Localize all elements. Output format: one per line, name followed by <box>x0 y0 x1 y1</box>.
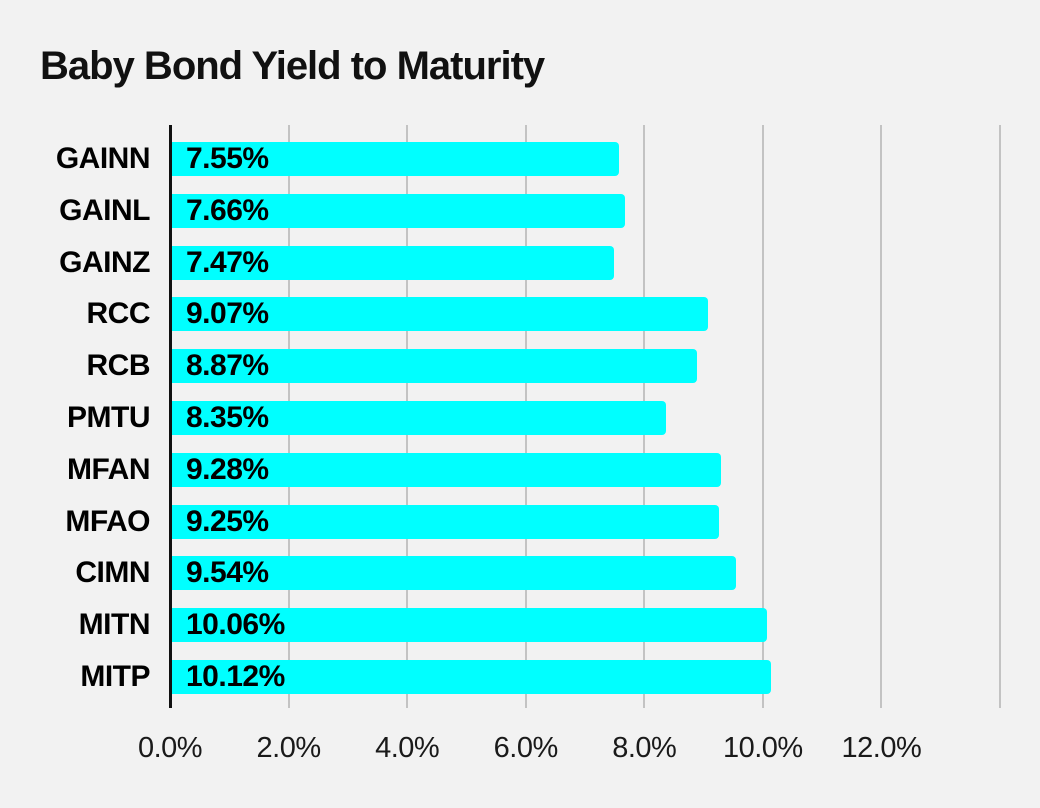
bar-value-label: 9.28% <box>186 452 269 486</box>
category-label: RCC <box>86 297 151 331</box>
bar-value-label: 9.54% <box>186 556 269 590</box>
plot-area: GAINN 7.55% GAINL 7.66% GAINZ 7.47% RCC 9.07% RC… <box>56 125 1001 764</box>
bar: 10.12% <box>172 660 771 695</box>
x-tick-label: 0.0% <box>137 732 203 764</box>
bar-row: RCB 8.87% <box>87 340 1000 392</box>
bar-row: GAINL 7.66% <box>59 185 1000 237</box>
bar-value-label: 7.47% <box>186 245 269 279</box>
bar-row: CIMN 9.54% <box>75 548 1000 600</box>
bar: 9.54% <box>172 556 737 591</box>
gridline <box>880 125 883 708</box>
category-label: MITN <box>78 608 151 642</box>
gridline <box>761 125 764 708</box>
bar-row: MITN 10.06% <box>79 599 1000 651</box>
bar-value-label: 7.66% <box>186 193 269 227</box>
x-tick-label: 12.0% <box>841 732 922 764</box>
bar: 10.06% <box>172 608 767 643</box>
bar-value-label: 10.06% <box>186 608 285 642</box>
bar: 9.28% <box>172 452 721 487</box>
bar: 9.07% <box>172 297 709 332</box>
gridline <box>999 125 1001 708</box>
category-label: CIMN <box>75 556 150 590</box>
bar-row: RCC 9.07% <box>87 288 1000 340</box>
y-axis-line <box>169 125 172 708</box>
bar: 7.47% <box>172 245 614 280</box>
category-label: GAINZ <box>59 245 150 279</box>
x-tick-label: 4.0% <box>375 732 440 764</box>
x-tick-label: 6.0% <box>493 732 559 764</box>
category-label: MFAN <box>67 452 151 486</box>
category-label: MFAO <box>65 504 150 538</box>
category-label: GAINL <box>59 193 150 227</box>
bar: 7.55% <box>172 141 619 176</box>
bar: 9.25% <box>172 504 720 539</box>
category-label: PMTU <box>67 400 151 434</box>
category-label: RCB <box>86 349 151 383</box>
x-tick-label: 8.0% <box>612 732 677 764</box>
bar-value-label: 8.35% <box>186 400 269 434</box>
x-tick-label: 10.0% <box>722 732 803 764</box>
bar-value-label: 10.12% <box>186 660 285 694</box>
bar-row: MITP 10.12% <box>80 651 1000 703</box>
category-label: MITP <box>80 660 150 694</box>
bars-layer: GAINN 7.55% GAINL 7.66% GAINZ 7.47% RCC 9.07% RC… <box>56 133 1000 703</box>
bar-row: MFAN 9.28% <box>67 444 1000 496</box>
x-axis-tick-labels: 0.0% 2.0% 4.0% 6.0% 8.0% 10.0% 12.0% <box>138 732 1000 766</box>
bar-row: GAINZ 7.47% <box>59 237 1000 289</box>
chart-title: Baby Bond Yield to Maturity <box>40 44 545 88</box>
bar-row: GAINN 7.55% <box>56 133 1000 185</box>
bar-value-label: 9.07% <box>186 297 269 331</box>
bar-row: MFAO 9.25% <box>65 496 1000 548</box>
x-tick-label: 2.0% <box>256 732 322 764</box>
bar-value-label: 9.25% <box>186 504 269 538</box>
bar-value-label: 7.55% <box>186 141 269 175</box>
bar-value-label: 8.87% <box>186 349 269 383</box>
bar: 8.87% <box>172 349 697 384</box>
bar: 8.35% <box>172 400 666 435</box>
bar-row: PMTU 8.35% <box>67 392 1000 444</box>
bar: 7.66% <box>172 193 626 228</box>
category-label: GAINN <box>55 141 151 175</box>
